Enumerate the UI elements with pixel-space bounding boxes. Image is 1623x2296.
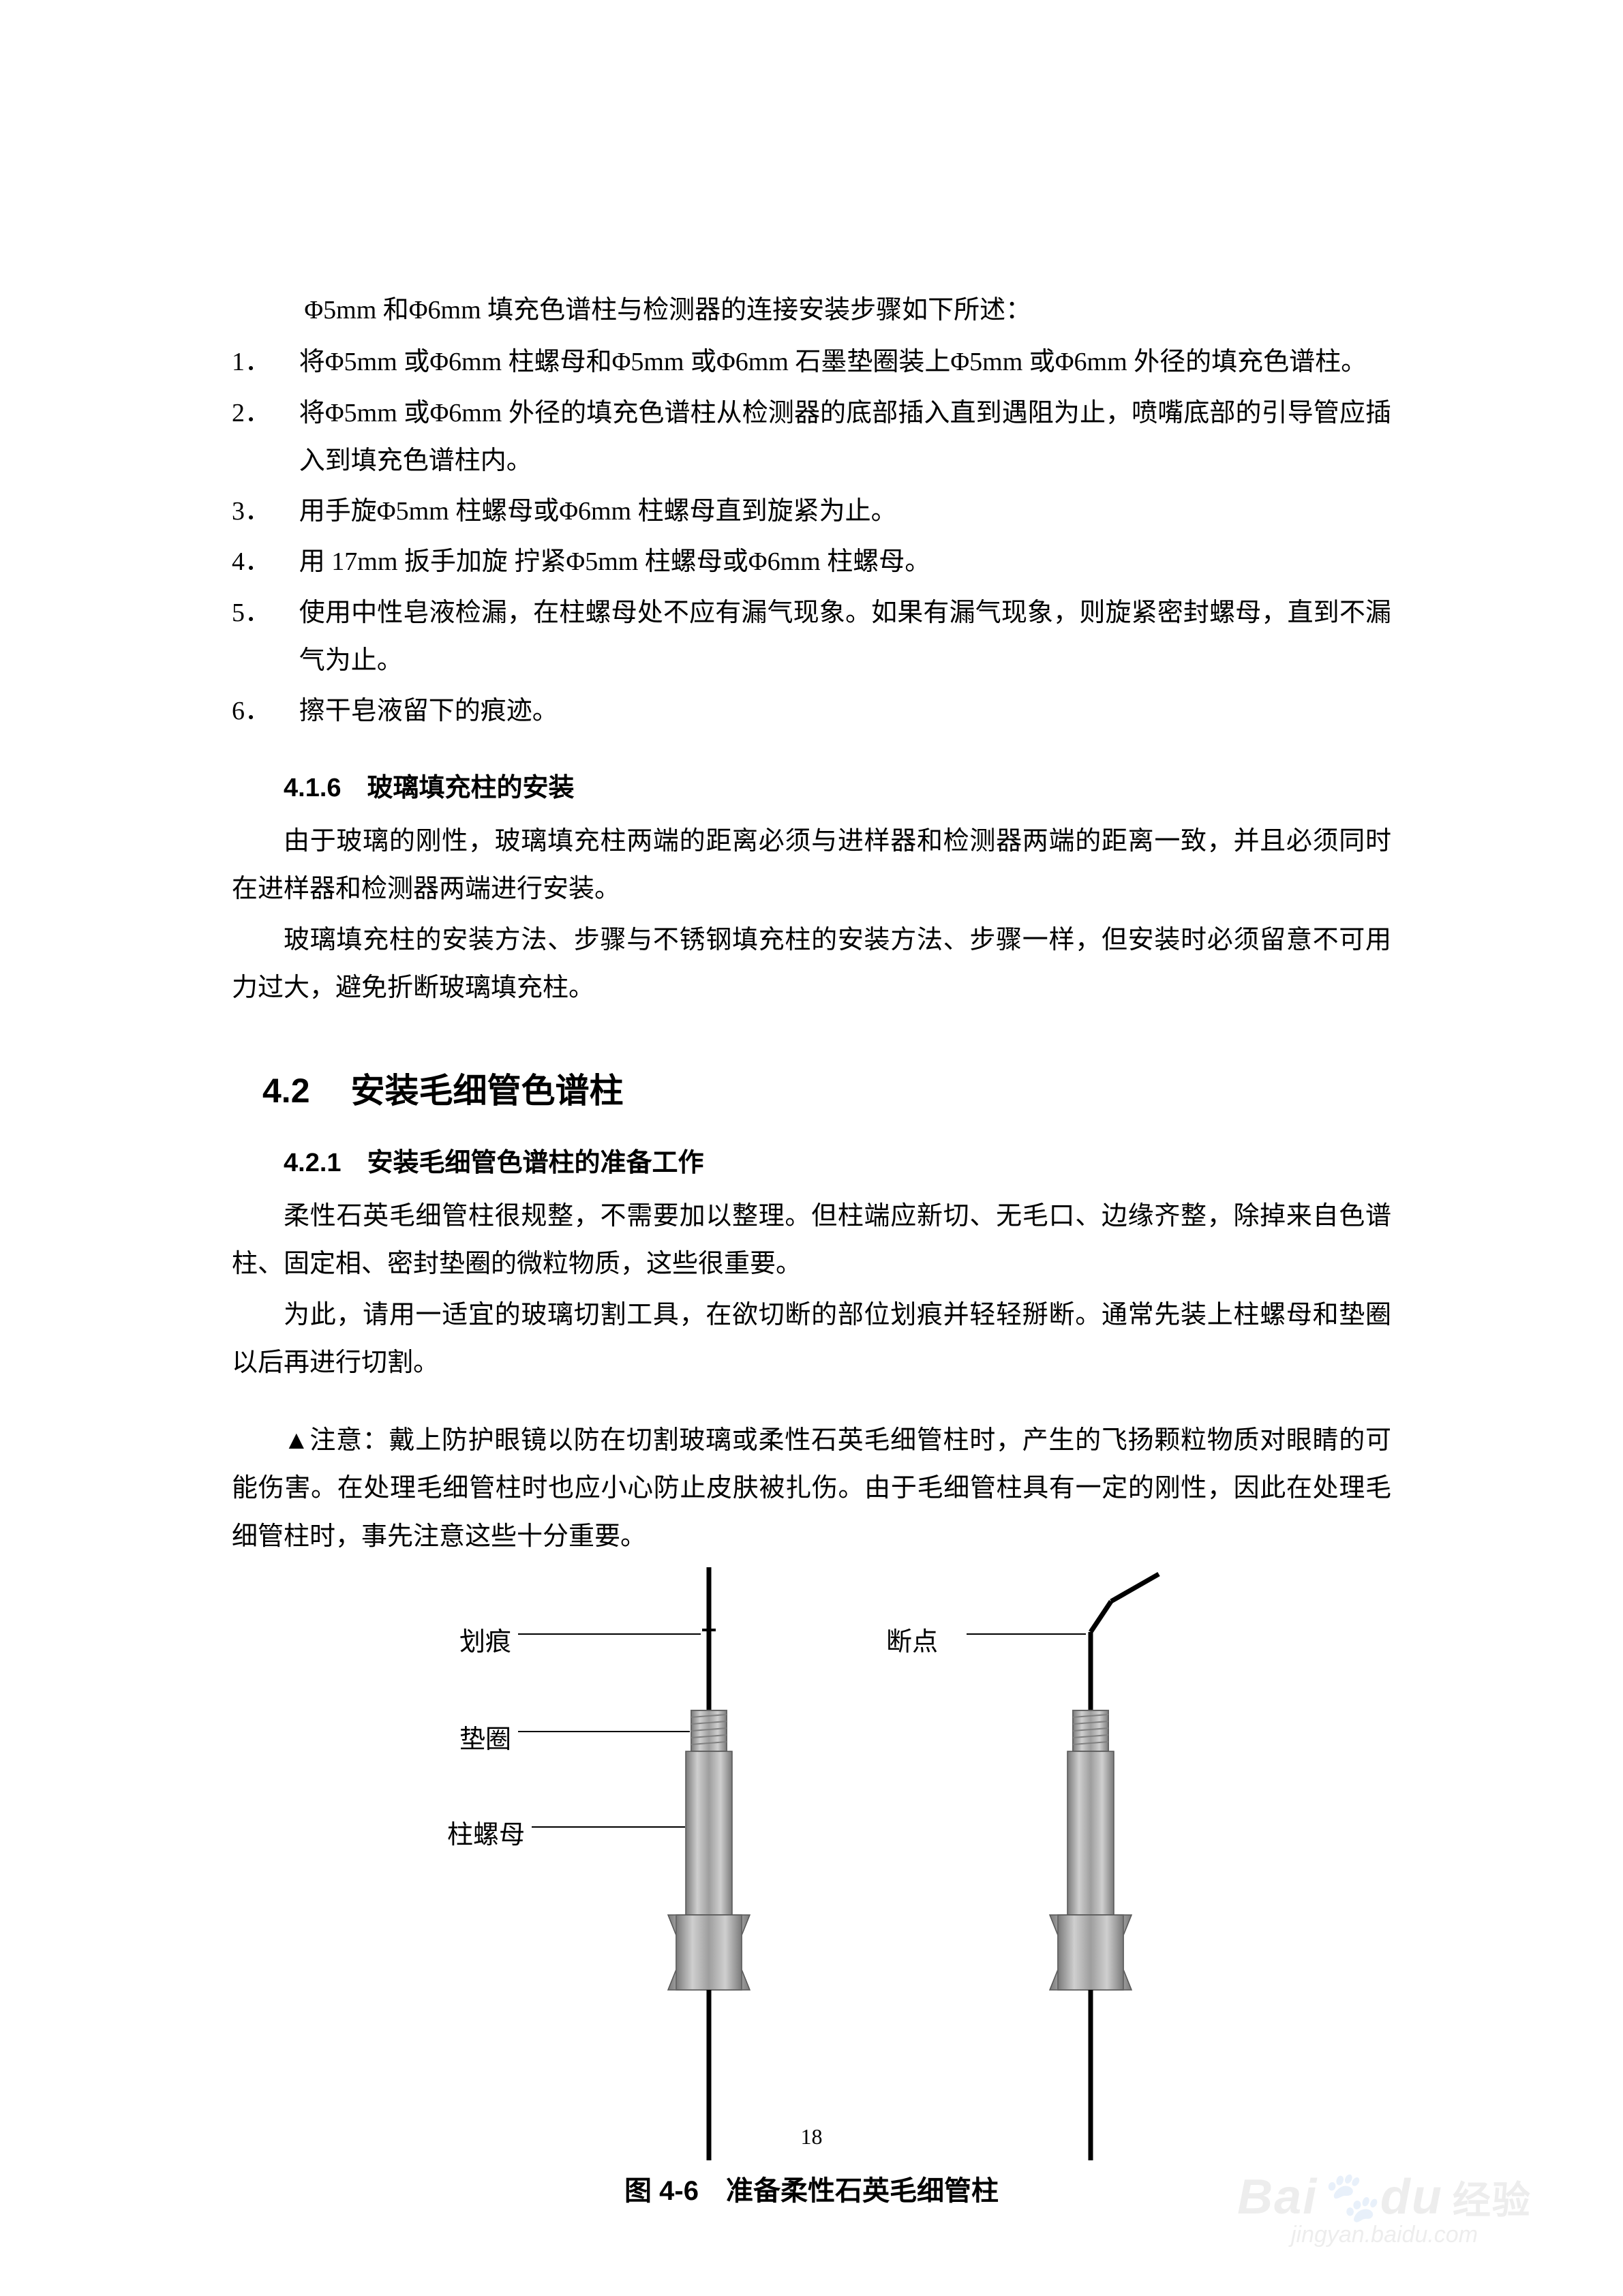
list-item: 1．将Φ5mm 或Φ6mm 柱螺母和Φ5mm 或Φ6mm 石墨垫圈装上Φ5mm … (232, 338, 1391, 386)
step-text: 擦干皂液留下的痕迹。 (299, 687, 1391, 735)
step-text: 使用中性皂液检漏，在柱螺母处不应有漏气现象。如果有漏气现象，则旋紧密封螺母，直到… (299, 589, 1391, 685)
list-item: 6．擦干皂液留下的痕迹。 (232, 687, 1391, 735)
figure-4-6: 划痕 垫圈 柱螺母 断点 (232, 1567, 1391, 2160)
step-num: 4． (232, 538, 299, 586)
list-item: 4．用 17mm 扳手加旋 拧紧Φ5mm 柱螺母或Φ6mm 柱螺母。 (232, 538, 1391, 586)
paragraph: 由于玻璃的刚性，玻璃填充柱两端的距离必须与进样器和检测器两端的距离一致，并且必须… (232, 817, 1391, 913)
label-nut: 柱螺母 (416, 1811, 525, 1859)
heading-title: 安装毛细管色谱柱 (351, 1072, 624, 1110)
step-text: 用手旋Φ5mm 柱螺母或Φ6mm 柱螺母直到旋紧为止。 (299, 487, 1391, 535)
step-text: 将Φ5mm 或Φ6mm 外径的填充色谱柱从检测器的底部插入直到遇阻为止，喷嘴底部… (299, 389, 1391, 485)
step-num: 6． (232, 687, 299, 735)
leader-line (518, 1633, 701, 1635)
heading-4-2: 4.2 安装毛细管色谱柱 (232, 1059, 1391, 1123)
list-item: 5．使用中性皂液检漏，在柱螺母处不应有漏气现象。如果有漏气现象，则旋紧密封螺母，… (232, 589, 1391, 685)
leader-line (532, 1826, 685, 1828)
list-item: 3．用手旋Φ5mm 柱螺母或Φ6mm 柱螺母直到旋紧为止。 (232, 487, 1391, 535)
leader-line (518, 1731, 690, 1732)
capillary-diagram (232, 1567, 1391, 2160)
page-number: 18 (0, 2124, 1623, 2149)
watermark-brand2: du (1380, 2170, 1443, 2224)
list-item: 2．将Φ5mm 或Φ6mm 外径的填充色谱柱从检测器的底部插入直到遇阻为止，喷嘴… (232, 389, 1391, 485)
steps-list: 1．将Φ5mm 或Φ6mm 柱螺母和Φ5mm 或Φ6mm 石墨垫圈装上Φ5mm … (232, 338, 1391, 735)
heading-4-1-6: 4.1.6 玻璃填充柱的安装 (232, 764, 1391, 812)
label-scratch: 划痕 (429, 1618, 511, 1666)
paragraph: 柔性石英毛细管柱很规整，不需要加以整理。但柱端应新切、无毛口、边缘齐整，除掉来自… (232, 1192, 1391, 1288)
label-break: 断点 (886, 1618, 968, 1666)
step-num: 5． (232, 589, 299, 685)
leader-line (967, 1633, 1086, 1635)
label-ferrule: 垫圈 (429, 1716, 511, 1764)
paragraph: 玻璃填充柱的安装方法、步骤与不锈钢填充柱的安装方法、步骤一样，但安装时必须留意不… (232, 916, 1391, 1012)
step-num: 3． (232, 487, 299, 535)
watermark-cn: 经验 (1453, 2170, 1532, 2225)
step-text: 将Φ5mm 或Φ6mm 柱螺母和Φ5mm 或Φ6mm 石墨垫圈装上Φ5mm 或Φ… (299, 338, 1391, 386)
warning-note: ▲注意：戴上防护眼镜以防在切割玻璃或柔性石英毛细管柱时，产生的飞扬颗粒物质对眼睛… (232, 1417, 1391, 1560)
paragraph: 为此，请用一适宜的玻璃切割工具，在欲切断的部位划痕并轻轻掰断。通常先装上柱螺母和… (232, 1291, 1391, 1387)
watermark-brand: Bai (1237, 2170, 1318, 2224)
heading-number: 4.2 (262, 1072, 310, 1110)
step-text: 用 17mm 扳手加旋 拧紧Φ5mm 柱螺母或Φ6mm 柱螺母。 (299, 538, 1391, 586)
step-num: 1． (232, 338, 299, 386)
heading-4-2-1: 4.2.1 安装毛细管色谱柱的准备工作 (232, 1139, 1391, 1187)
intro-text: Φ5mm 和Φ6mm 填充色谱柱与检测器的连接安装步骤如下所述： (232, 286, 1391, 334)
watermark: Bai🐾du经验 jingyan.baidu.com (1207, 2168, 1562, 2248)
step-num: 2． (232, 389, 299, 485)
